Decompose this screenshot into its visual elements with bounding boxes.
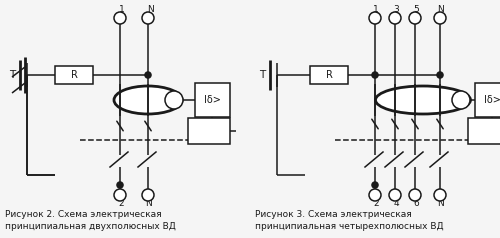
Text: 1: 1 xyxy=(373,5,379,14)
Circle shape xyxy=(437,72,443,78)
Text: 2: 2 xyxy=(373,199,379,208)
Text: R: R xyxy=(70,70,78,80)
Circle shape xyxy=(369,12,381,24)
Text: N: N xyxy=(438,199,444,208)
Text: Iδ>: Iδ> xyxy=(204,95,220,105)
Text: N: N xyxy=(438,5,444,14)
Circle shape xyxy=(372,182,378,188)
Bar xyxy=(188,118,230,144)
Text: 3: 3 xyxy=(393,5,399,14)
Circle shape xyxy=(369,189,381,201)
Bar xyxy=(468,118,500,144)
Circle shape xyxy=(434,12,446,24)
Bar xyxy=(55,66,93,84)
Circle shape xyxy=(389,12,401,24)
Bar xyxy=(195,83,230,117)
Circle shape xyxy=(142,12,154,24)
Ellipse shape xyxy=(165,91,183,109)
Circle shape xyxy=(117,182,123,188)
Circle shape xyxy=(409,12,421,24)
Circle shape xyxy=(434,189,446,201)
Text: N: N xyxy=(146,199,152,208)
Text: T: T xyxy=(259,70,265,80)
Text: 4: 4 xyxy=(393,199,399,208)
Circle shape xyxy=(142,189,154,201)
Text: N: N xyxy=(146,5,154,14)
Text: Рисунок 3. Схема электрическая
принципиальная четырехполюсных ВД: Рисунок 3. Схема электрическая принципиа… xyxy=(255,210,444,231)
Circle shape xyxy=(372,72,378,78)
Text: 2: 2 xyxy=(118,199,124,208)
Text: 6: 6 xyxy=(413,199,419,208)
Circle shape xyxy=(389,189,401,201)
Ellipse shape xyxy=(376,86,470,114)
Text: Рисунок 2. Схема электрическая
принципиальная двухполюсных ВД: Рисунок 2. Схема электрическая принципиа… xyxy=(5,210,176,231)
Bar xyxy=(475,83,500,117)
Circle shape xyxy=(114,189,126,201)
Text: T: T xyxy=(9,70,15,80)
Text: R: R xyxy=(326,70,332,80)
Ellipse shape xyxy=(114,86,182,114)
Text: 5: 5 xyxy=(413,5,419,14)
Circle shape xyxy=(114,12,126,24)
Ellipse shape xyxy=(452,91,470,109)
Circle shape xyxy=(409,189,421,201)
Text: Iδ>: Iδ> xyxy=(484,95,500,105)
Circle shape xyxy=(145,72,151,78)
Bar xyxy=(310,66,348,84)
Text: 1: 1 xyxy=(119,5,125,14)
